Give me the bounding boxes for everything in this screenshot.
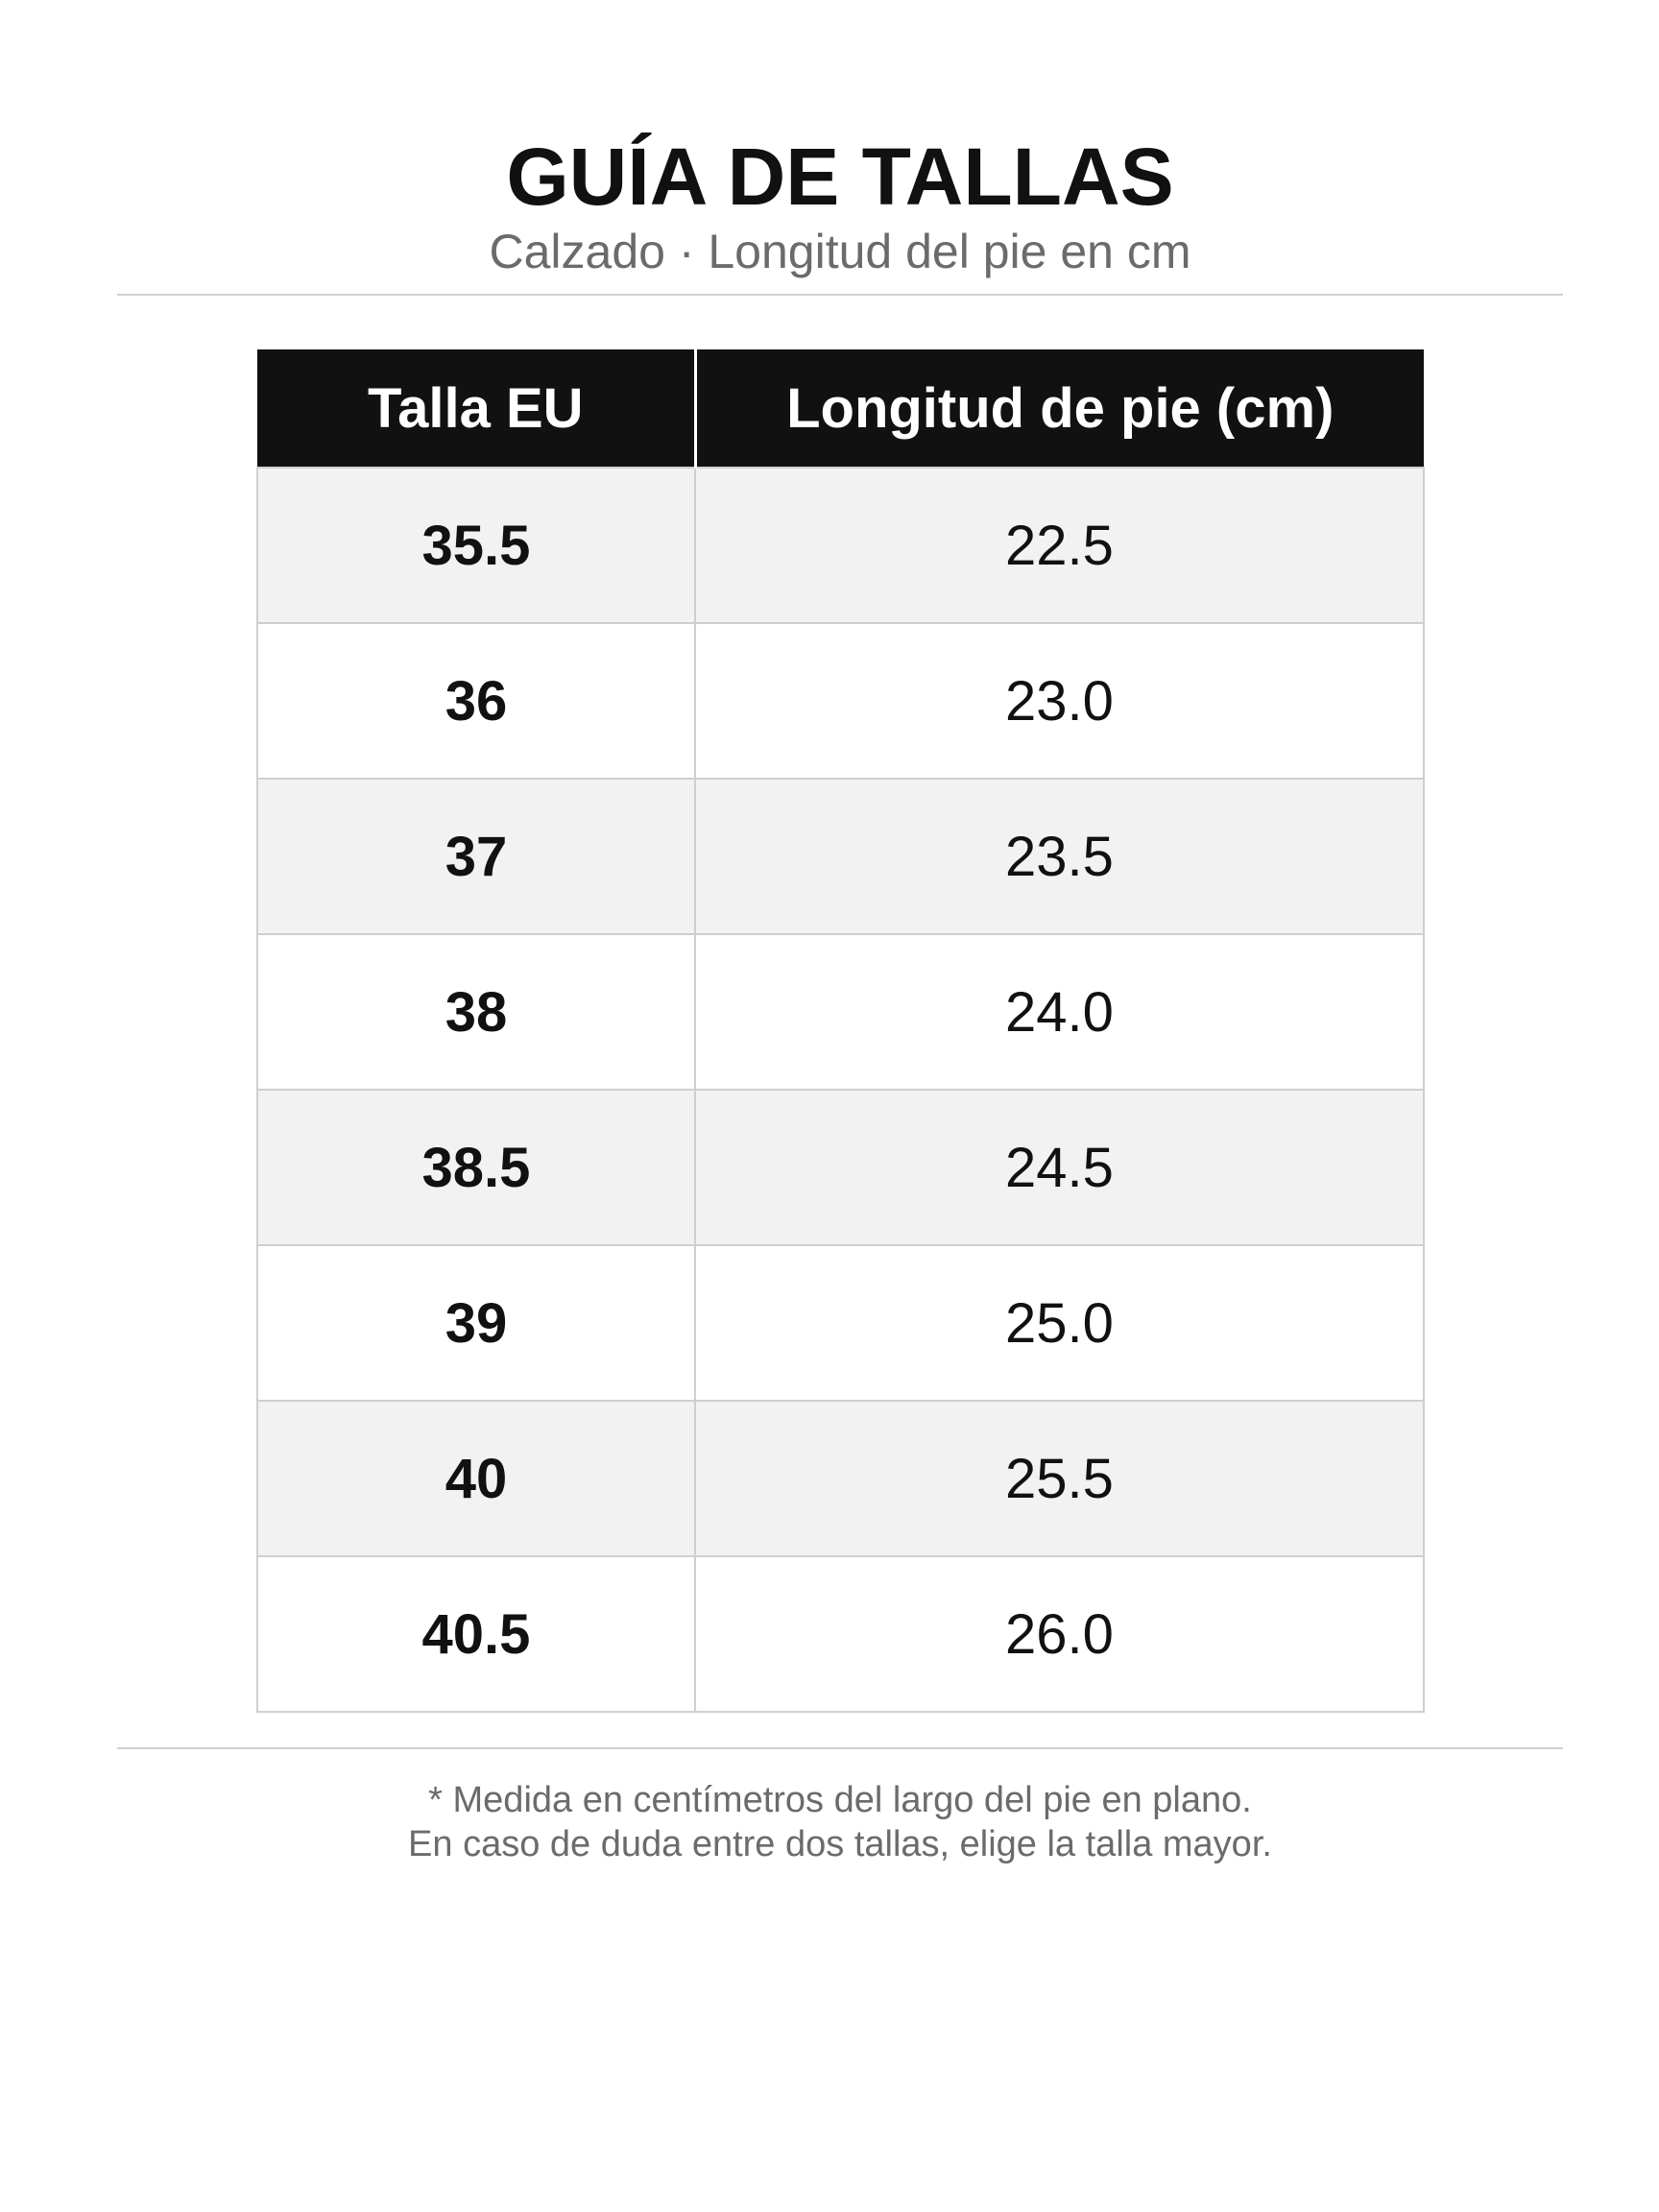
size-cell: 38 bbox=[256, 933, 696, 1091]
length-cell: 25.0 bbox=[694, 1244, 1425, 1402]
size-cell: 39 bbox=[256, 1244, 696, 1402]
table-row: 36 23.0 bbox=[256, 622, 1425, 780]
size-chart-table: Talla EU Longitud de pie (cm) 35.5 22.5 … bbox=[256, 349, 1425, 1713]
table-header-row: Talla EU Longitud de pie (cm) bbox=[257, 349, 1424, 468]
table-row: 35.5 22.5 bbox=[256, 467, 1425, 624]
table-row: 38.5 24.5 bbox=[256, 1089, 1425, 1246]
page-header: GUÍA DE TALLAS Calzado · Longitud del pi… bbox=[117, 115, 1563, 296]
length-cell: 23.0 bbox=[694, 622, 1425, 780]
length-cell: 22.5 bbox=[694, 467, 1425, 624]
size-cell: 35.5 bbox=[256, 467, 696, 624]
footnote-advice: En caso de duda entre dos tallas, elige … bbox=[408, 1824, 1272, 1864]
table-row: 40.5 26.0 bbox=[256, 1555, 1425, 1713]
size-cell: 40.5 bbox=[256, 1555, 696, 1713]
length-cell: 24.0 bbox=[694, 933, 1425, 1091]
page-title: GUÍA DE TALLAS bbox=[506, 132, 1174, 222]
length-cell: 24.5 bbox=[694, 1089, 1425, 1246]
table-row: 39 25.0 bbox=[256, 1244, 1425, 1402]
page-subtitle: Calzado · Longitud del pie en cm bbox=[489, 225, 1191, 278]
size-cell: 38.5 bbox=[256, 1089, 696, 1246]
size-cell: 37 bbox=[256, 778, 696, 935]
column-header-size: Talla EU bbox=[257, 349, 697, 468]
length-cell: 23.5 bbox=[694, 778, 1425, 935]
table-row: 40 25.5 bbox=[256, 1400, 1425, 1557]
footnote-measurement: * Medida en centímetros del largo del pi… bbox=[428, 1780, 1252, 1820]
column-header-length: Longitud de pie (cm) bbox=[695, 349, 1424, 468]
size-cell: 40 bbox=[256, 1400, 696, 1557]
table-row: 37 23.5 bbox=[256, 778, 1425, 935]
length-cell: 26.0 bbox=[694, 1555, 1425, 1713]
table-row: 38 24.0 bbox=[256, 933, 1425, 1091]
length-cell: 25.5 bbox=[694, 1400, 1425, 1557]
footer-notes: * Medida en centímetros del largo del pi… bbox=[117, 1747, 1563, 1866]
size-cell: 36 bbox=[256, 622, 696, 780]
